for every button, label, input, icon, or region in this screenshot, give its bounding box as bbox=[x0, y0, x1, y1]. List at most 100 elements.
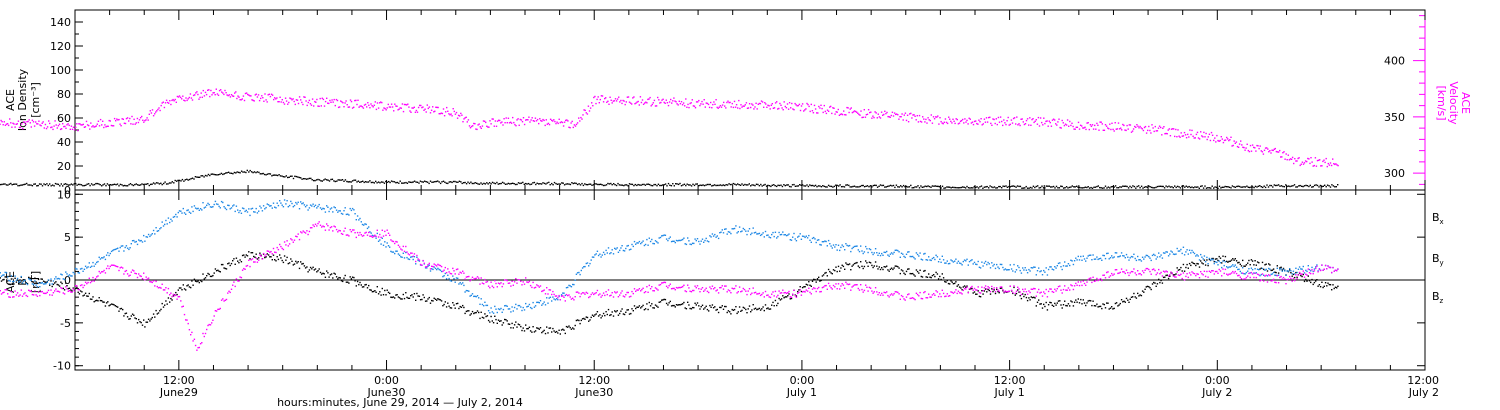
by-point bbox=[1269, 268, 1271, 270]
velocity-point bbox=[105, 126, 107, 128]
by-point bbox=[235, 205, 238, 207]
velocity-point bbox=[551, 119, 553, 122]
velocity-point bbox=[557, 122, 559, 125]
velocity-point bbox=[301, 101, 303, 104]
by-point bbox=[175, 213, 177, 216]
by-point bbox=[609, 252, 611, 255]
by-point bbox=[24, 279, 26, 281]
velocity-point bbox=[666, 102, 669, 104]
bx-point bbox=[861, 265, 863, 267]
bx-point bbox=[185, 289, 187, 291]
by-point bbox=[356, 215, 359, 217]
ion-density-point bbox=[220, 172, 223, 175]
bx-point bbox=[1088, 299, 1091, 302]
velocity-point bbox=[318, 105, 320, 107]
bx-point bbox=[1154, 282, 1156, 284]
bx-point bbox=[86, 295, 88, 297]
by-point bbox=[169, 221, 171, 224]
by-point bbox=[714, 233, 716, 236]
bx-point bbox=[893, 267, 895, 269]
bx-point bbox=[1221, 262, 1223, 264]
velocity-point bbox=[1302, 163, 1305, 165]
bx-point bbox=[1197, 263, 1199, 265]
velocity-point bbox=[161, 102, 163, 104]
velocity-point bbox=[673, 97, 675, 99]
ion-density-point bbox=[1037, 185, 1039, 187]
by-point bbox=[505, 304, 507, 307]
by-point bbox=[799, 233, 801, 235]
ion-density-point bbox=[930, 186, 932, 188]
by-point bbox=[239, 210, 241, 212]
bx-point bbox=[918, 272, 920, 274]
bx-point bbox=[534, 330, 537, 332]
by-point bbox=[961, 264, 963, 266]
velocity-point bbox=[951, 122, 953, 124]
by-point bbox=[180, 210, 182, 212]
velocity-point bbox=[359, 105, 361, 107]
bx-point bbox=[61, 282, 63, 285]
by-point bbox=[549, 296, 552, 298]
bx-point bbox=[620, 310, 622, 312]
velocity-point bbox=[1001, 120, 1003, 123]
by-point bbox=[1050, 266, 1052, 268]
bx-point bbox=[919, 269, 921, 271]
bx-point bbox=[408, 297, 411, 299]
by-point bbox=[758, 232, 761, 235]
velocity-point bbox=[1076, 126, 1079, 128]
by-point bbox=[1123, 255, 1125, 257]
by-point bbox=[810, 241, 812, 243]
velocity-point bbox=[1293, 162, 1295, 165]
velocity-point bbox=[1334, 163, 1336, 166]
bx-point bbox=[616, 310, 618, 312]
by-point bbox=[254, 211, 256, 213]
velocity-point bbox=[841, 113, 844, 116]
velocity-point bbox=[768, 105, 770, 107]
by-point bbox=[865, 245, 867, 248]
velocity-point bbox=[748, 103, 751, 105]
velocity-point bbox=[831, 112, 833, 115]
ion-density-point bbox=[931, 185, 934, 187]
bx-point bbox=[704, 307, 706, 309]
by-point bbox=[1253, 272, 1255, 274]
by-point bbox=[841, 244, 843, 246]
velocity-point bbox=[995, 118, 997, 120]
ion-density-point bbox=[259, 173, 261, 175]
ion-density-point bbox=[458, 180, 461, 182]
velocity-point bbox=[679, 103, 682, 105]
velocity-point bbox=[1234, 142, 1236, 144]
velocity-point bbox=[1232, 144, 1234, 147]
by-point bbox=[88, 262, 90, 264]
velocity-point bbox=[1046, 120, 1048, 122]
velocity-point bbox=[1248, 150, 1251, 153]
velocity-point bbox=[534, 117, 537, 119]
velocity-point bbox=[1154, 125, 1156, 128]
bx-point bbox=[136, 322, 139, 324]
bx-point bbox=[952, 283, 955, 285]
ion-density-point bbox=[154, 183, 156, 185]
bx-point bbox=[1177, 269, 1180, 271]
velocity-point bbox=[1330, 164, 1333, 167]
by-point bbox=[123, 250, 125, 252]
bx-point bbox=[180, 287, 182, 289]
axis-ticks: 020406080100120140300350400-10-5051012:0… bbox=[50, 9, 1439, 399]
bx-point bbox=[1149, 287, 1151, 289]
ion-density-point bbox=[41, 185, 44, 187]
velocity-point bbox=[823, 104, 825, 107]
velocity-point bbox=[198, 98, 200, 100]
velocity-point bbox=[544, 124, 546, 127]
by-point bbox=[486, 304, 489, 307]
by-point bbox=[867, 251, 869, 254]
velocity-point bbox=[687, 103, 689, 106]
ion-density-point bbox=[634, 183, 636, 186]
velocity-point bbox=[1091, 124, 1094, 126]
by-point bbox=[1012, 270, 1014, 272]
by-point bbox=[747, 230, 749, 232]
bx-point bbox=[363, 286, 365, 288]
ion-density-point bbox=[1139, 187, 1141, 189]
velocity-point bbox=[184, 100, 186, 102]
b-legend: Bx By Bz bbox=[1432, 211, 1444, 305]
bx-point bbox=[225, 268, 228, 270]
velocity-point bbox=[716, 106, 718, 109]
bx-point bbox=[98, 297, 100, 299]
by-point bbox=[186, 209, 188, 212]
